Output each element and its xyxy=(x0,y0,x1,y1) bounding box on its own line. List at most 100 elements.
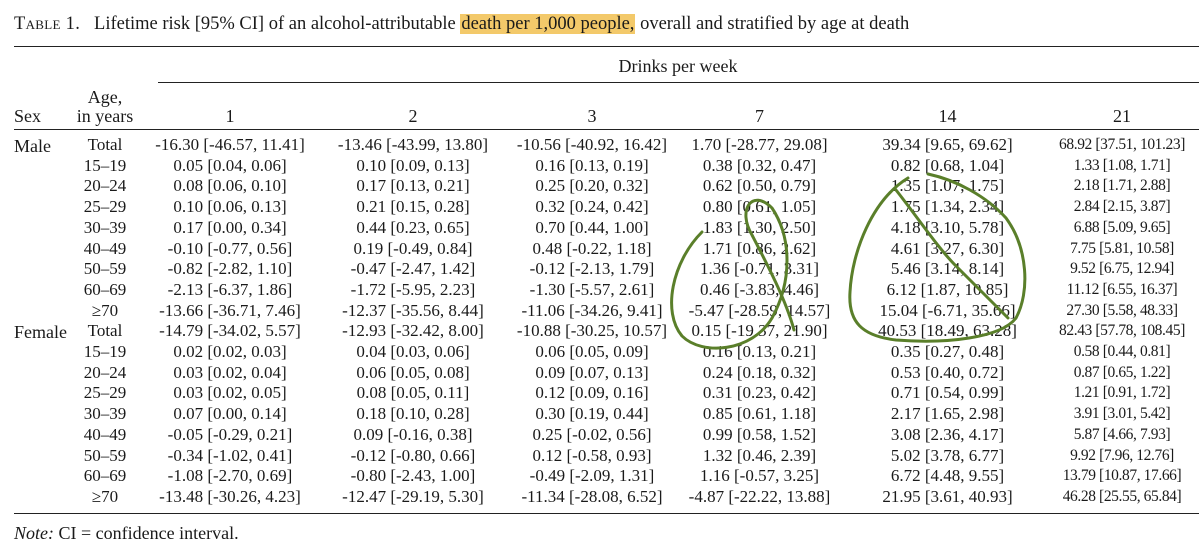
sex-label: Female xyxy=(14,322,67,343)
risk-cell-1-drinks: 0.03 [0.02, 0.04] xyxy=(173,362,287,382)
age-cell: Total xyxy=(87,135,123,154)
risk-cell-7-drinks: 1.70 [-28.77, 29.08] xyxy=(691,135,828,154)
risk-cell-21-drinks: 7.75 [5.81, 10.58] xyxy=(1070,239,1174,257)
risk-cell-1-drinks: 0.05 [0.04, 0.06] xyxy=(173,155,287,175)
spanner-rule xyxy=(158,82,1199,83)
risk-cell-1-drinks: -0.05 [-0.29, 0.21] xyxy=(167,424,293,444)
drinks-col-1: 1 xyxy=(225,106,235,126)
risk-cell-21-drinks: 11.12 [6.55, 16.37] xyxy=(1066,280,1178,298)
risk-cell-21-drinks: 0.87 [0.65, 1.22] xyxy=(1073,363,1171,381)
annotation-ink-stroke-col7 xyxy=(670,198,796,350)
risk-cell-7-drinks: 0.62 [0.50, 0.79] xyxy=(702,176,817,196)
age-header-line1: Age, xyxy=(87,87,123,107)
annotation-ink-stroke-col14 xyxy=(848,172,1027,343)
risk-cell-7-drinks: -5.47 [-28.59, 14.57] xyxy=(688,300,831,320)
risk-cell-2-drinks: 0.10 [0.09, 0.13] xyxy=(356,155,470,175)
risk-cell-21-drinks: 1.33 [1.08, 1.71] xyxy=(1073,156,1171,174)
table-caption: Table 1. Lifetime risk [95% CI] of an al… xyxy=(14,14,909,35)
risk-cell-7-drinks: 1.16 [-0.57, 3.25] xyxy=(700,466,819,486)
risk-cell-1-drinks: -1.08 [-2.70, 0.69] xyxy=(167,466,293,486)
risk-cell-1-drinks: -2.13 [-6.37, 1.86] xyxy=(167,279,293,299)
risk-cell-1-drinks: 0.07 [0.00, 0.14] xyxy=(173,404,287,424)
age-cell: 25–29 xyxy=(83,383,127,403)
risk-cell-3-drinks: 0.06 [0.05, 0.09] xyxy=(535,342,649,361)
drinks-col-14: 14 xyxy=(938,106,957,126)
risk-cell-21-drinks: 9.92 [7.96, 12.76] xyxy=(1070,446,1174,464)
risk-cell-14-drinks: 0.53 [0.40, 0.72] xyxy=(890,362,1005,382)
age-cell: 25–29 xyxy=(83,197,127,217)
risk-cell-3-drinks: -10.56 [-40.92, 16.42] xyxy=(516,135,668,154)
risk-cell-21-drinks: 5.87 [4.66, 7.93] xyxy=(1073,425,1171,443)
risk-cell-2-drinks: -12.47 [-29.19, 5.30] xyxy=(342,486,484,506)
drinks-col-3: 3 xyxy=(587,106,597,126)
sex-label: Male xyxy=(14,136,51,156)
risk-cell-7-drinks: 0.85 [0.61, 1.18] xyxy=(702,404,817,424)
risk-cell-21-drinks: 3.91 [3.01, 5.42] xyxy=(1073,405,1171,423)
age-cell: 60–69 xyxy=(83,466,127,486)
risk-cell-7-drinks: 0.99 [0.58, 1.52] xyxy=(702,424,817,444)
drinks-col-2: 2 xyxy=(408,106,418,126)
risk-cell-3-drinks: 0.16 [0.13, 0.19] xyxy=(535,155,649,175)
risk-cell-7-drinks: 1.32 [0.46, 2.39] xyxy=(702,445,817,465)
risk-cell-14-drinks: 6.72 [4.48, 9.55] xyxy=(890,466,1005,486)
risk-cell-1-drinks: -16.30 [-46.57, 11.41] xyxy=(155,135,305,154)
risk-cell-2-drinks: -12.93 [-32.42, 8.00] xyxy=(342,321,484,341)
age-cell: ≥70 xyxy=(91,486,119,506)
risk-cell-2-drinks: 0.18 [0.10, 0.28] xyxy=(356,404,470,424)
risk-cell-14-drinks: 21.95 [3.61, 40.93] xyxy=(882,486,1013,506)
age-header-line2: in years xyxy=(76,106,134,126)
risk-cell-7-drinks: 0.38 [0.32, 0.47] xyxy=(702,155,817,175)
table-number: Table 1. xyxy=(14,14,81,34)
age-header: Age, in years xyxy=(76,88,134,126)
note-text: CI = confidence interval. xyxy=(54,523,239,543)
risk-cell-2-drinks: -1.72 [-5.95, 2.23] xyxy=(350,279,476,299)
risk-cell-2-drinks: 0.09 [-0.16, 0.38] xyxy=(353,424,473,444)
risk-cell-14-drinks: 0.71 [0.54, 0.99] xyxy=(890,383,1005,403)
drinks-per-week-header: Drinks per week xyxy=(618,56,738,76)
risk-cell-14-drinks: 39.34 [9.65, 69.62] xyxy=(882,135,1013,154)
risk-cell-3-drinks: -0.12 [-2.13, 1.79] xyxy=(529,259,655,279)
risk-cell-7-drinks: 0.31 [0.23, 0.42] xyxy=(702,383,817,403)
risk-cell-14-drinks: 0.82 [0.68, 1.04] xyxy=(890,155,1005,175)
caption-text-end: overall and stratified by age at death xyxy=(635,14,910,34)
risk-cell-14-drinks: 0.35 [0.27, 0.48] xyxy=(890,342,1005,361)
risk-cell-14-drinks: 1.75 [1.34, 2.34] xyxy=(890,197,1005,217)
risk-cell-2-drinks: 0.44 [0.23, 0.65] xyxy=(356,217,470,237)
risk-cell-3-drinks: -11.06 [-34.26, 9.41] xyxy=(521,300,663,320)
risk-cell-14-drinks: 6.12 [1.87, 10.85] xyxy=(886,279,1009,299)
risk-cell-21-drinks: 0.58 [0.44, 0.81] xyxy=(1073,343,1171,360)
note-label: Note: xyxy=(14,523,54,543)
caption-highlight: death per 1,000 people, xyxy=(460,14,636,34)
risk-cell-1-drinks: -0.10 [-0.77, 0.56] xyxy=(167,238,293,258)
risk-cell-3-drinks: 0.30 [0.19, 0.44] xyxy=(535,404,649,424)
risk-cell-3-drinks: 0.12 [-0.58, 0.93] xyxy=(532,445,652,465)
risk-cell-3-drinks: 0.12 [0.09, 0.16] xyxy=(535,383,649,403)
risk-cell-1-drinks: 0.02 [0.02, 0.03] xyxy=(173,342,287,361)
risk-cell-21-drinks: 82.43 [57.78, 108.45] xyxy=(1059,322,1185,340)
risk-cell-3-drinks: -10.88 [-30.25, 10.57] xyxy=(516,321,668,341)
risk-cell-2-drinks: -13.46 [-43.99, 13.80] xyxy=(337,135,489,154)
risk-cell-1-drinks: 0.17 [0.00, 0.34] xyxy=(173,217,287,237)
risk-cell-2-drinks: -12.37 [-35.56, 8.44] xyxy=(342,300,484,320)
risk-cell-14-drinks: 15.04 [-6.71, 35.66] xyxy=(879,300,1016,320)
risk-cell-21-drinks: 2.18 [1.71, 2.88] xyxy=(1073,177,1171,195)
risk-cell-1-drinks: -13.48 [-30.26, 4.23] xyxy=(159,486,301,506)
risk-cell-1-drinks: 0.10 [0.06, 0.13] xyxy=(173,197,287,217)
risk-cell-2-drinks: 0.08 [0.05, 0.11] xyxy=(356,383,470,403)
risk-cell-7-drinks: 0.80 [0.61, 1.05] xyxy=(702,197,817,217)
risk-cell-1-drinks: -0.82 [-2.82, 1.10] xyxy=(167,259,293,279)
risk-cell-7-drinks: 0.24 [0.18, 0.32] xyxy=(702,362,817,382)
age-cell: 15–19 xyxy=(83,342,127,361)
risk-cell-14-drinks: 1.35 [1.07, 1.75] xyxy=(890,176,1005,196)
risk-cell-2-drinks: 0.19 [-0.49, 0.84] xyxy=(353,238,473,258)
risk-cell-2-drinks: 0.21 [0.15, 0.28] xyxy=(356,197,470,217)
risk-cell-14-drinks: 5.46 [3.14, 8.14] xyxy=(890,259,1005,279)
risk-cell-1-drinks: -0.34 [-1.02, 0.41] xyxy=(167,445,293,465)
risk-cell-2-drinks: 0.17 [0.13, 0.21] xyxy=(356,176,470,196)
risk-cell-14-drinks: 4.61 [3.27, 6.30] xyxy=(890,238,1005,258)
risk-cell-7-drinks: 1.36 [-0.71, 3.31] xyxy=(700,259,819,279)
age-cell: Total xyxy=(87,321,123,341)
drinks-col-7: 7 xyxy=(755,106,764,126)
risk-cell-3-drinks: 0.48 [-0.22, 1.18] xyxy=(532,238,652,258)
